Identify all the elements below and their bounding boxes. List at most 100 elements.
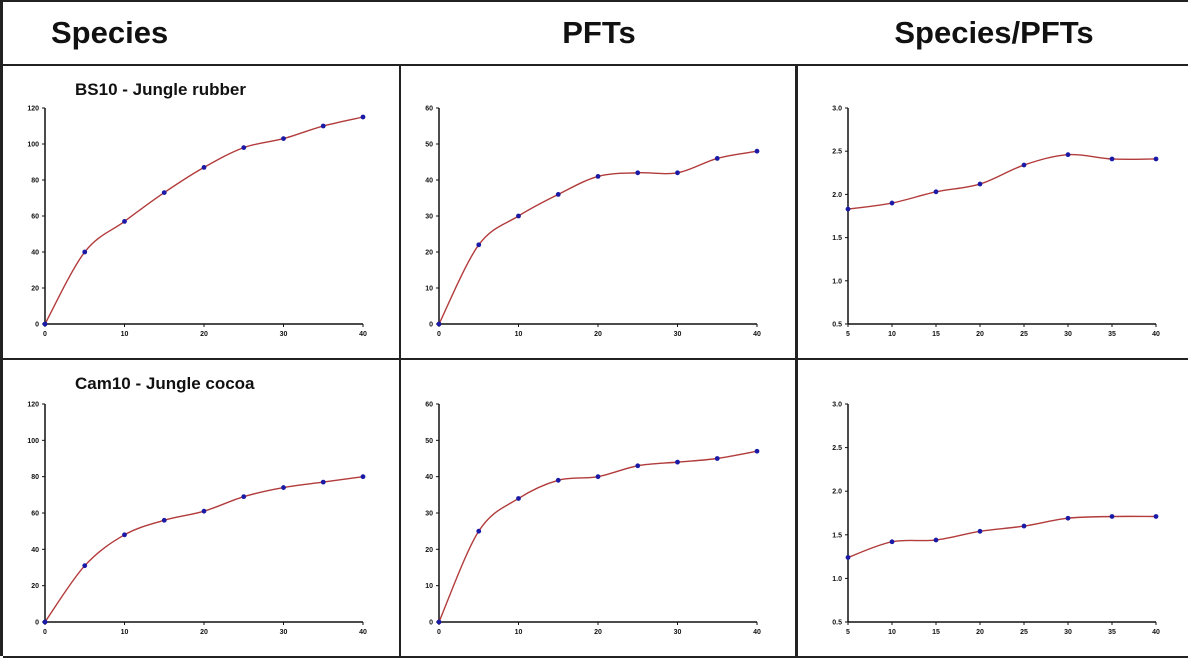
x-tick-label: 30 — [280, 629, 288, 636]
x-tick-label: 10 — [515, 331, 523, 338]
y-tick-label: 2.0 — [832, 489, 842, 496]
y-tick-label: 60 — [31, 511, 39, 518]
y-tick-label: 2.5 — [832, 445, 842, 452]
data-point — [1021, 162, 1027, 168]
x-tick-label: 20 — [594, 629, 602, 636]
data-point — [889, 539, 895, 545]
x-tick-label: 20 — [976, 629, 984, 636]
x-tick-label: 15 — [932, 629, 940, 636]
data-point — [122, 219, 127, 224]
x-tick-label: 40 — [1152, 629, 1160, 636]
data-point — [977, 528, 983, 534]
x-tick-label: 20 — [200, 629, 208, 636]
y-tick-label: 120 — [27, 106, 39, 113]
y-tick-label: 50 — [425, 142, 433, 149]
data-point — [635, 463, 641, 469]
x-tick-label: 10 — [121, 629, 129, 636]
x-tick-label: 35 — [1108, 629, 1116, 636]
data-point — [1109, 514, 1115, 519]
data-point — [320, 123, 326, 129]
x-tick-label: 10 — [121, 331, 129, 338]
data-point — [1065, 515, 1071, 521]
series-line — [44, 116, 364, 325]
y-tick-label: 20 — [31, 583, 39, 590]
x-tick-label: 0 — [43, 629, 47, 636]
y-tick-label: 1.0 — [832, 576, 842, 583]
data-point — [675, 459, 680, 465]
y-tick-label: 20 — [31, 286, 39, 293]
header-pfts: PFTs — [401, 2, 797, 66]
data-point — [1109, 156, 1115, 162]
data-point — [161, 190, 167, 195]
y-tick-label: 60 — [425, 106, 433, 113]
x-tick-label: 20 — [976, 331, 984, 338]
data-point — [754, 148, 760, 154]
data-point — [320, 479, 326, 485]
x-tick-label: 35 — [1108, 331, 1116, 338]
chart-panel-5: 0.5 1.0 1.5 2.0 2.5 3.0 5 10 15 20 25 30 35 40 — [797, 360, 1188, 658]
y-tick-label: 1.0 — [832, 278, 842, 285]
y-tick-label: 30 — [425, 214, 433, 221]
chart-svg-1: 0 10 20 30 40 50 60 0 10 20 30 40 — [425, 106, 761, 339]
y-tick-label: 0.5 — [832, 620, 842, 627]
data-point — [476, 242, 482, 248]
data-point — [595, 174, 601, 179]
y-tick-label: 120 — [27, 402, 39, 409]
y-tick-label: 20 — [425, 250, 433, 257]
x-tick-label: 40 — [1152, 331, 1160, 338]
y-tick-label: 50 — [425, 438, 433, 445]
x-tick-label: 0 — [43, 331, 47, 338]
y-tick-label: 100 — [27, 438, 39, 445]
y-tick-label: 80 — [31, 178, 39, 185]
x-tick-label: 25 — [1020, 331, 1028, 338]
y-tick-label: 20 — [425, 547, 433, 554]
y-tick-label: 100 — [27, 142, 39, 149]
chart-svg-2: 0.5 1.0 1.5 2.0 2.5 3.0 5 10 15 20 25 30 35 40 — [832, 106, 1160, 339]
chart-panel-4: 0 10 20 30 40 50 60 0 10 20 30 40 — [401, 360, 797, 658]
y-tick-label: 30 — [425, 511, 433, 518]
data-point — [161, 517, 167, 523]
y-tick-label: 40 — [425, 474, 433, 481]
x-tick-label: 15 — [932, 331, 940, 338]
series-line — [847, 153, 1157, 210]
data-point — [754, 448, 760, 454]
data-point — [281, 136, 286, 141]
y-tick-label: 2.5 — [832, 149, 842, 156]
x-tick-label: 30 — [280, 331, 288, 338]
y-tick-label: 3.0 — [832, 402, 842, 409]
y-tick-label: 0 — [35, 322, 39, 329]
data-point — [360, 474, 366, 480]
y-tick-label: 0 — [35, 620, 39, 627]
data-point — [1153, 156, 1159, 162]
data-point — [714, 156, 720, 161]
data-point — [476, 528, 482, 534]
data-point — [82, 249, 88, 255]
series-line — [44, 475, 364, 623]
chart-svg-0: 0 20 40 60 80 100 120 0 10 20 30 40 — [27, 106, 367, 339]
data-point — [42, 619, 48, 625]
y-tick-label: 80 — [31, 474, 39, 481]
row-title-jungle-rubber: BS10 - Jungle rubber — [75, 80, 246, 99]
y-tick-label: 10 — [425, 286, 433, 293]
data-point — [516, 496, 521, 501]
data-point — [241, 494, 247, 500]
data-point — [1153, 514, 1159, 519]
data-point — [1065, 152, 1071, 158]
x-tick-label: 30 — [1064, 629, 1072, 636]
x-tick-label: 25 — [1020, 629, 1028, 636]
x-tick-label: 5 — [846, 331, 850, 338]
x-tick-label: 10 — [515, 629, 523, 636]
y-tick-label: 40 — [31, 250, 39, 257]
data-point — [845, 206, 851, 212]
y-tick-label: 40 — [31, 547, 39, 554]
chart-svg-5: 0.5 1.0 1.5 2.0 2.5 3.0 5 10 15 20 25 30 35 40 — [832, 402, 1160, 637]
x-tick-label: 30 — [1064, 331, 1072, 338]
y-tick-label: 1.5 — [832, 532, 842, 539]
data-point — [933, 537, 939, 543]
data-point — [977, 181, 983, 187]
data-point — [889, 200, 895, 206]
x-tick-label: 40 — [753, 629, 761, 636]
y-tick-label: 2.0 — [832, 192, 842, 199]
chart-panel-0: 0 20 40 60 80 100 120 0 10 20 30 40 BS10 - Jungle r… — [3, 66, 401, 360]
